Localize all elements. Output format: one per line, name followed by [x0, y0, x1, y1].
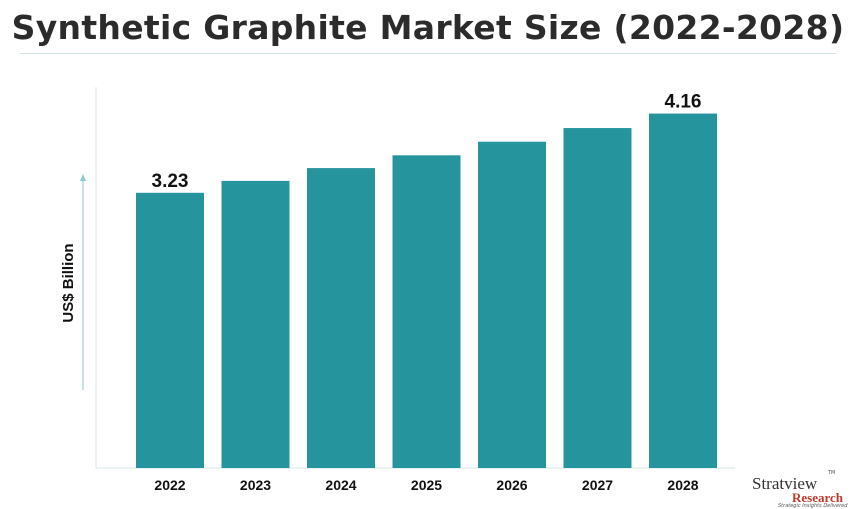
x-tick-label: 2028 [667, 477, 698, 493]
data-label: 4.16 [665, 92, 702, 113]
title-divider [20, 53, 836, 54]
bar-2023 [221, 180, 290, 468]
bar-2024 [307, 168, 375, 468]
stratview-logo: Stratview TM Research Strategic Insights… [752, 462, 852, 509]
y-axis-label: US$ Billion [60, 243, 77, 322]
chart-title: Synthetic Graphite Market Size (2022-202… [11, 8, 845, 47]
bar-2022 [136, 192, 204, 468]
x-tick-label: 2022 [154, 477, 185, 493]
bar-2028 [649, 113, 717, 469]
arrow-head-icon [80, 174, 86, 181]
x-tick-label: 2025 [411, 477, 442, 493]
x-tick-label: 2027 [582, 477, 613, 493]
x-tick-label: 2026 [496, 477, 527, 493]
logo-name: Stratview [752, 474, 818, 493]
logo-sub: Research [792, 490, 844, 505]
bar-2027 [563, 128, 632, 468]
x-tick-label: 2024 [325, 477, 356, 493]
bar-2026 [478, 141, 546, 468]
data-label: 3.23 [152, 171, 189, 192]
bar-2025 [392, 155, 461, 469]
x-tick-label: 2023 [240, 477, 271, 493]
logo-tm: TM [828, 470, 836, 476]
logo-tagline: Strategic Insights Delivered [778, 503, 848, 509]
